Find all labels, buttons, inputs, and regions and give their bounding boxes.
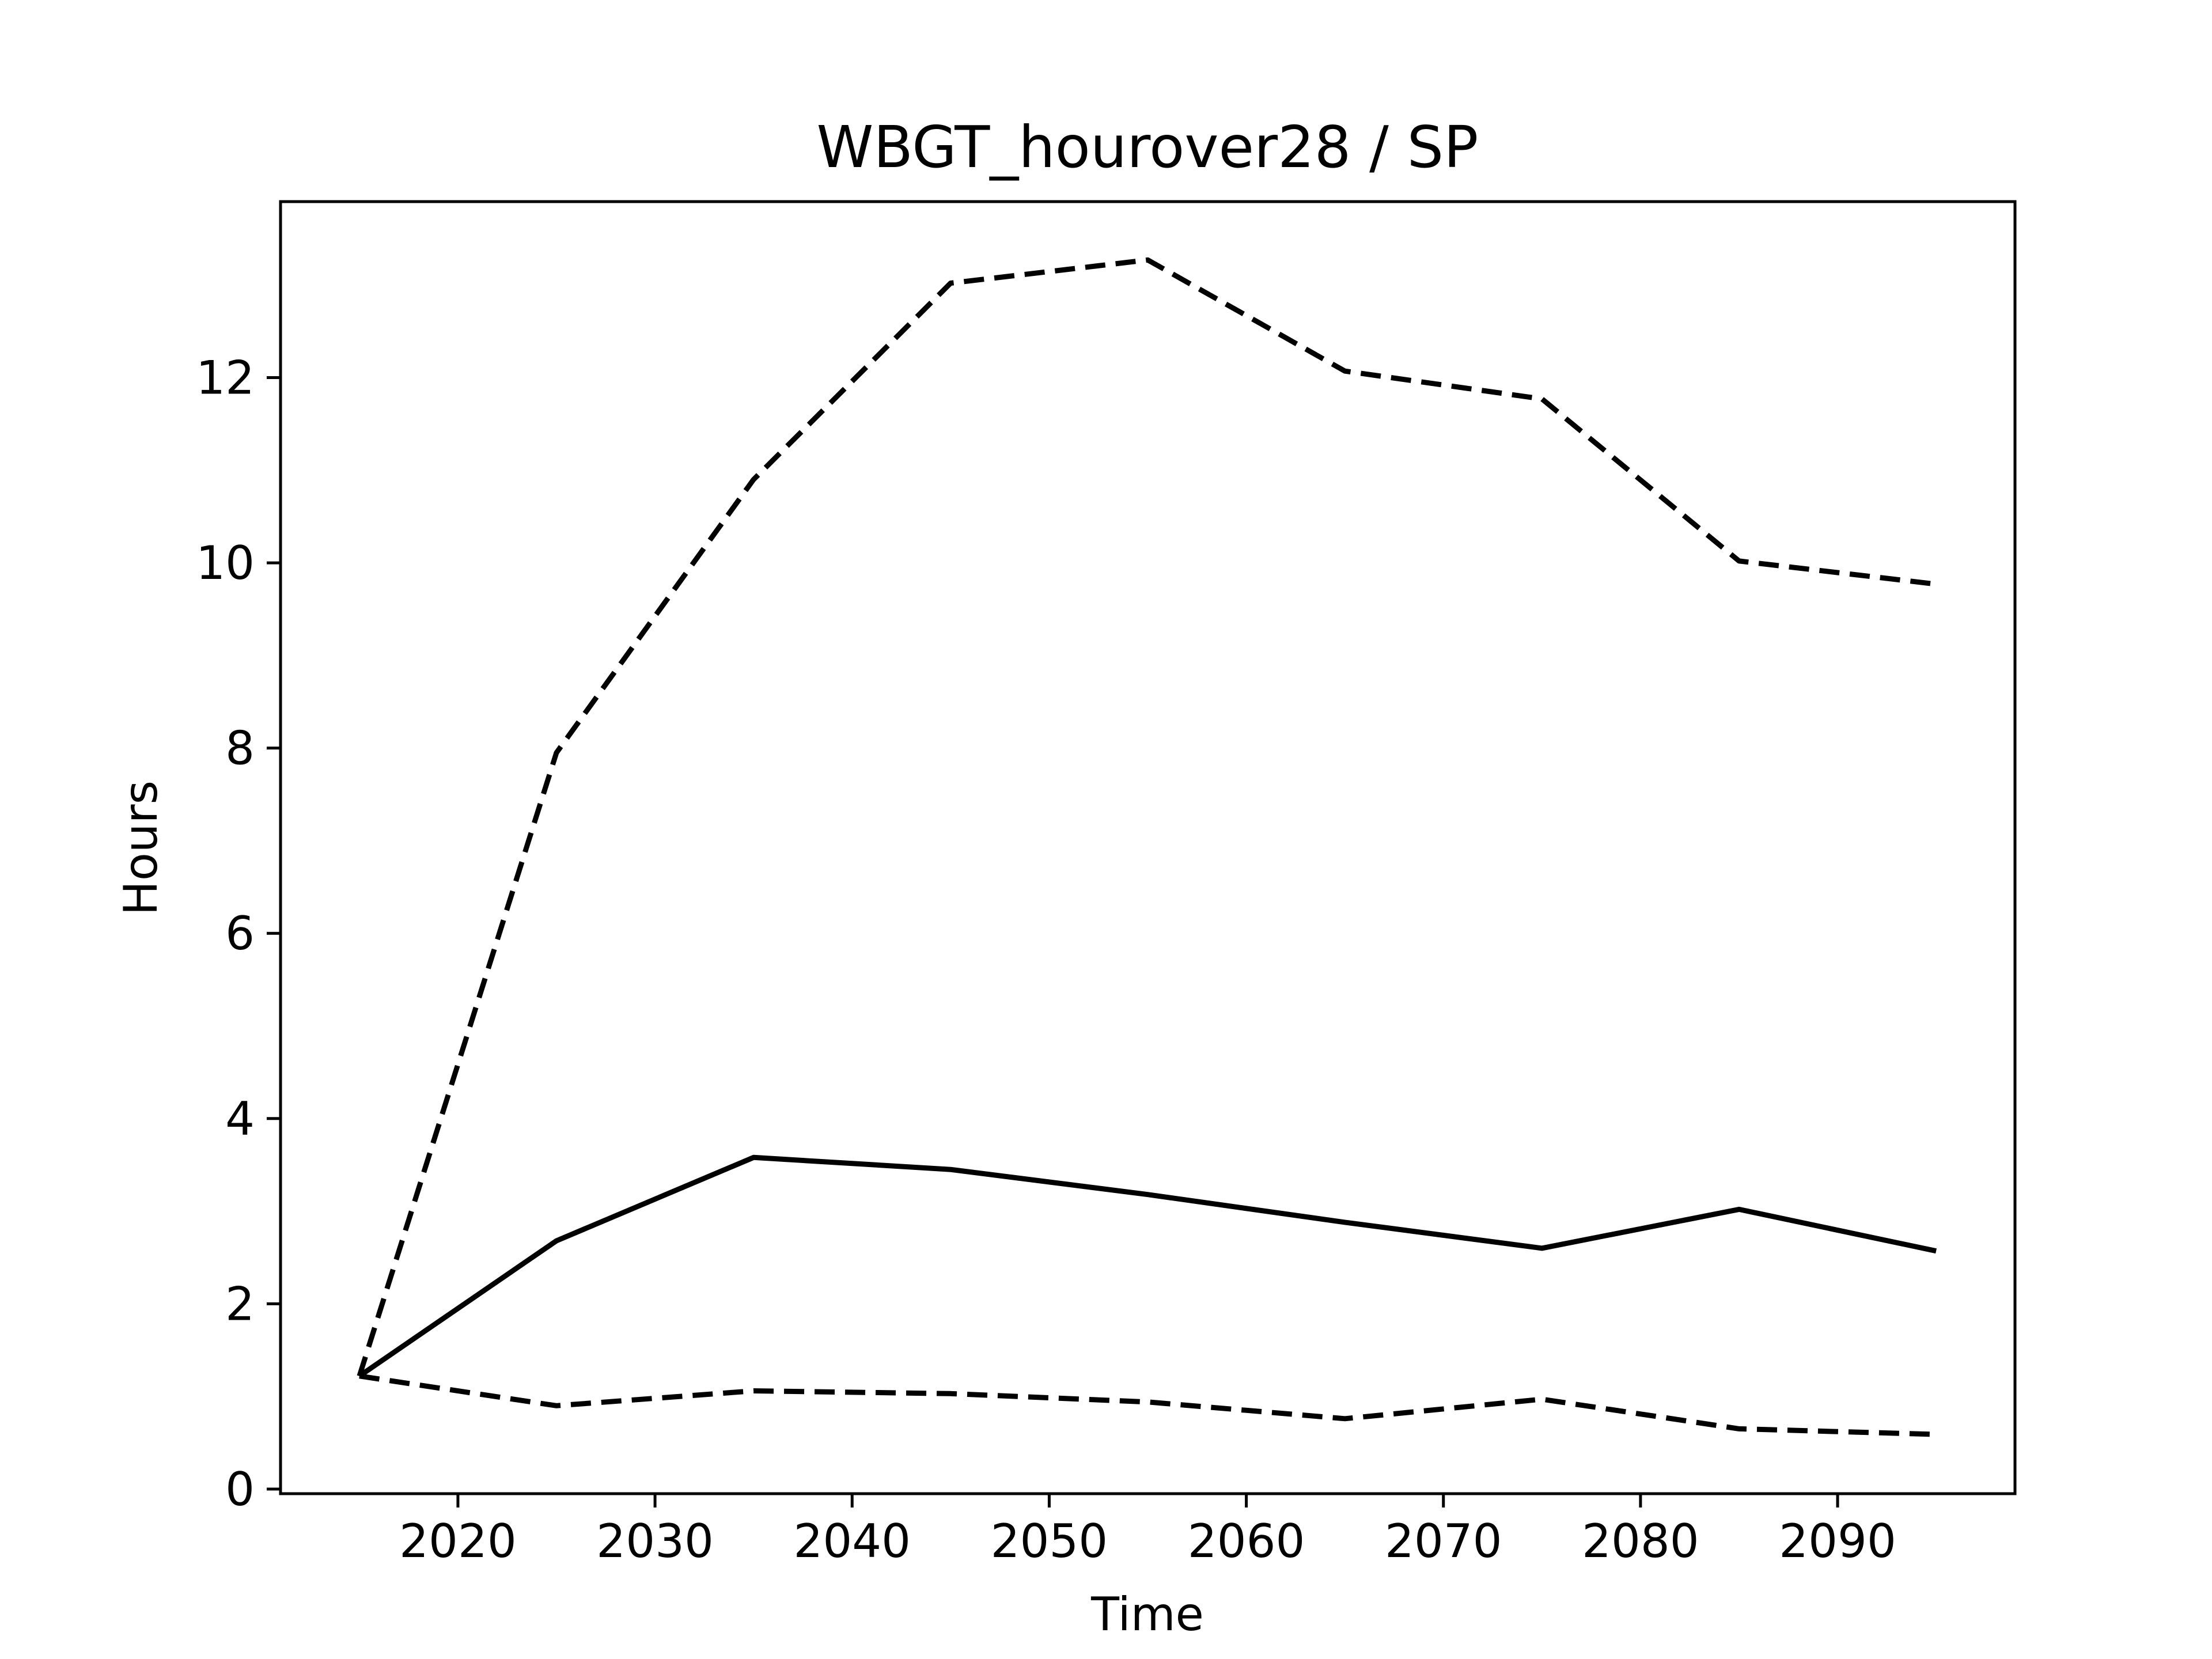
- x-tick-label: 2050: [991, 1514, 1108, 1568]
- y-tick-label: 12: [196, 351, 255, 404]
- x-axis-label: Time: [1090, 1588, 1204, 1641]
- y-tick-label: 0: [225, 1463, 255, 1516]
- y-tick-label: 4: [225, 1092, 255, 1146]
- chart-title: WBGT_hourover28 / SP: [817, 113, 1479, 181]
- y-tick-label: 6: [225, 907, 255, 960]
- y-tick-label: 10: [196, 536, 255, 590]
- x-tick-label: 2070: [1385, 1514, 1502, 1568]
- series-line-3: [359, 1373, 1937, 1437]
- x-tick-label: 2020: [399, 1514, 517, 1568]
- x-tick-label: 2040: [793, 1514, 911, 1568]
- x-tick-label: 2060: [1188, 1514, 1305, 1568]
- x-tick-label: 2030: [596, 1514, 714, 1568]
- y-axis-label: Hours: [114, 781, 168, 915]
- x-tick-label: 2090: [1779, 1514, 1896, 1568]
- series-line-2: [358, 1154, 1937, 1378]
- ticks-layer: 2020 2030 2040 2050 2060 2070 2080 2090 0 2 4 6 8 10 1…: [196, 351, 1896, 1568]
- y-tick-label: 2: [225, 1277, 255, 1331]
- series-line-1: [357, 257, 1937, 1377]
- series-layer: [357, 257, 1937, 1437]
- y-tick-label: 8: [225, 722, 255, 775]
- axes-frame: [279, 200, 2017, 1495]
- x-tick-label: 2080: [1582, 1514, 1699, 1568]
